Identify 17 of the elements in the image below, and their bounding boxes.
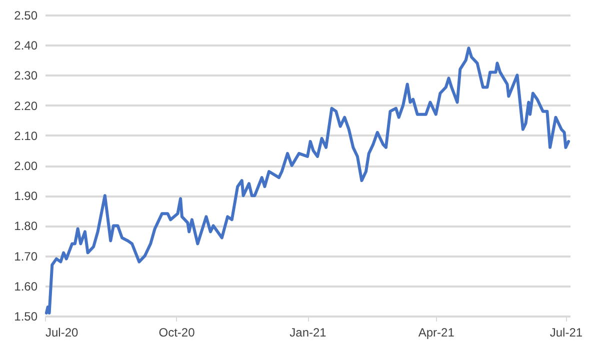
y-tick-label: 2.30 xyxy=(14,68,38,83)
y-tick-label: 2.20 xyxy=(14,98,38,113)
y-tick-label: 1.50 xyxy=(14,310,38,324)
y-tick-label: 2.50 xyxy=(14,8,38,22)
y-tick-label: 1.60 xyxy=(14,279,38,294)
x-tick-label: Jul-20 xyxy=(46,326,79,340)
x-tick-label: Apr-21 xyxy=(418,326,455,340)
y-tick-label: 1.80 xyxy=(14,219,38,234)
y-tick-label: 1.70 xyxy=(14,249,38,264)
x-tick-label: Oct-20 xyxy=(158,326,196,340)
line-series xyxy=(45,46,570,314)
y-tick-label: 2.40 xyxy=(14,38,38,53)
x-tick-label: Jul-21 xyxy=(550,326,583,340)
y-tick-label: 2.00 xyxy=(14,159,38,173)
y-tick-label: 1.90 xyxy=(14,189,38,204)
x-tick-label: Jan-21 xyxy=(290,326,327,340)
y-tick-label: 2.10 xyxy=(14,128,38,143)
